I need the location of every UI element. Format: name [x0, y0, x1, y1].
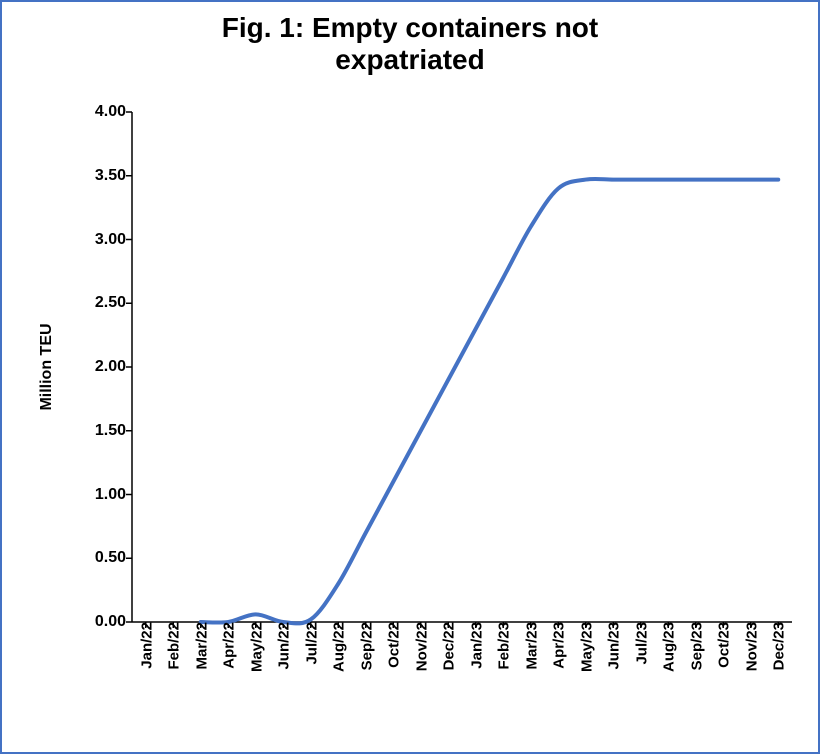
x-tick-label: Oct/23	[714, 622, 733, 668]
chart-title: Fig. 1: Empty containers not expatriated	[2, 2, 818, 76]
y-tick-label: 2.00	[95, 358, 132, 376]
x-tick-label: Sep/22	[356, 622, 375, 670]
y-tick-label: 3.00	[95, 231, 132, 249]
x-tick-label: Dec/23	[769, 622, 788, 670]
y-tick-label: 0.00	[95, 613, 132, 631]
x-tick-label: Jan/22	[136, 622, 155, 669]
x-tick-label: Oct/22	[384, 622, 403, 668]
x-tick-label: Jul/22	[301, 622, 320, 665]
x-tick-label: Nov/22	[411, 622, 430, 671]
y-tick-label: 1.50	[95, 422, 132, 440]
x-tick-label: Apr/22	[219, 622, 238, 669]
x-tick-label: Jul/23	[631, 622, 650, 665]
x-tick-label: Jun/23	[604, 622, 623, 670]
y-tick-label: 2.50	[95, 294, 132, 312]
x-tick-label: Mar/22	[191, 622, 210, 670]
x-tick-label: Jun/22	[274, 622, 293, 670]
x-tick-label: Feb/23	[494, 622, 513, 670]
x-tick-label: Nov/23	[741, 622, 760, 671]
x-tick-label: Dec/22	[439, 622, 458, 670]
x-tick-label: May/23	[576, 622, 595, 672]
chart-frame: Fig. 1: Empty containers not expatriated…	[0, 0, 820, 754]
x-tick-label: Jan/23	[466, 622, 485, 669]
x-tick-label: Feb/22	[164, 622, 183, 670]
y-tick-label: 4.00	[95, 103, 132, 121]
y-axis-title: Million TEU	[38, 323, 56, 410]
x-tick-label: Aug/22	[329, 622, 348, 672]
chart-svg	[132, 112, 792, 622]
y-tick-label: 0.50	[95, 549, 132, 567]
x-tick-label: Sep/23	[686, 622, 705, 670]
x-tick-label: Aug/23	[659, 622, 678, 672]
plot-area: Million TEU 0.000.501.001.502.002.503.00…	[132, 112, 792, 622]
x-tick-label: Apr/23	[549, 622, 568, 669]
y-tick-label: 3.50	[95, 167, 132, 185]
y-tick-label: 1.00	[95, 486, 132, 504]
x-tick-label: Mar/23	[521, 622, 540, 670]
x-tick-label: May/22	[246, 622, 265, 672]
